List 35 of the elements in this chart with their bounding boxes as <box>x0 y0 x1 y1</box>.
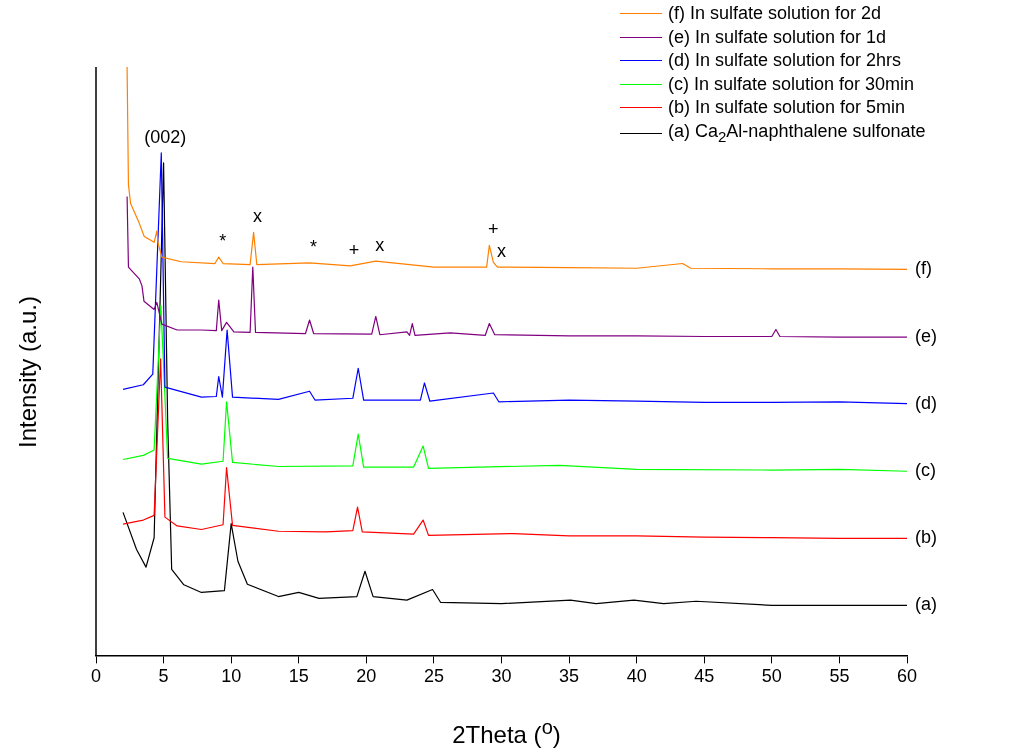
annotation: x <box>375 235 385 256</box>
legend-label: (e) In sulfate solution for 1d <box>668 25 887 49</box>
legend-label: (d) In sulfate solution for 2hrs <box>668 49 902 72</box>
x-tick-label: 30 <box>491 666 512 687</box>
x-tick-label: 20 <box>356 666 377 687</box>
annotation: (002) <box>144 126 187 147</box>
annotation: (b) <box>915 527 937 548</box>
annotation: * <box>310 236 318 257</box>
annotation: * <box>219 231 227 252</box>
x-tick-label: 5 <box>158 666 169 687</box>
legend-label: (c) In sulfate solution for 30min <box>668 72 915 96</box>
annotation: x <box>496 241 506 262</box>
annotation: + <box>348 239 360 260</box>
annotation: (f) <box>915 258 932 279</box>
legend-label: (f) In sulfate solution for 2d <box>668 2 882 25</box>
annotation: (c) <box>915 460 936 481</box>
y-axis-title: Intensity (a.u.) <box>14 294 42 451</box>
annotation: (e) <box>915 326 937 347</box>
x-tick-label: 45 <box>694 666 715 687</box>
x-tick-label: 55 <box>829 666 850 687</box>
x-tick-label: 60 <box>896 666 918 687</box>
x-tick-label: 0 <box>90 666 102 687</box>
annotation: x <box>253 206 263 227</box>
annotation: + <box>488 219 499 240</box>
legend-label: (b) In sulfate solution for 5min <box>668 96 906 119</box>
x-axis-title: 2Theta ($^{o}$) <box>451 716 562 749</box>
x-tick-label: 40 <box>626 666 647 687</box>
x-tick-label: 25 <box>423 666 444 687</box>
x-tick-label: 50 <box>761 666 782 687</box>
annotation: (d) <box>915 392 937 413</box>
legend-label: (a) Ca$_{2}$Al-naphthalene sulfonate <box>668 119 926 147</box>
x-tick-label: 15 <box>288 666 309 687</box>
x-tick-label: 10 <box>221 666 242 687</box>
annotation: (a) <box>915 594 937 615</box>
x-tick-label: 35 <box>559 666 580 687</box>
